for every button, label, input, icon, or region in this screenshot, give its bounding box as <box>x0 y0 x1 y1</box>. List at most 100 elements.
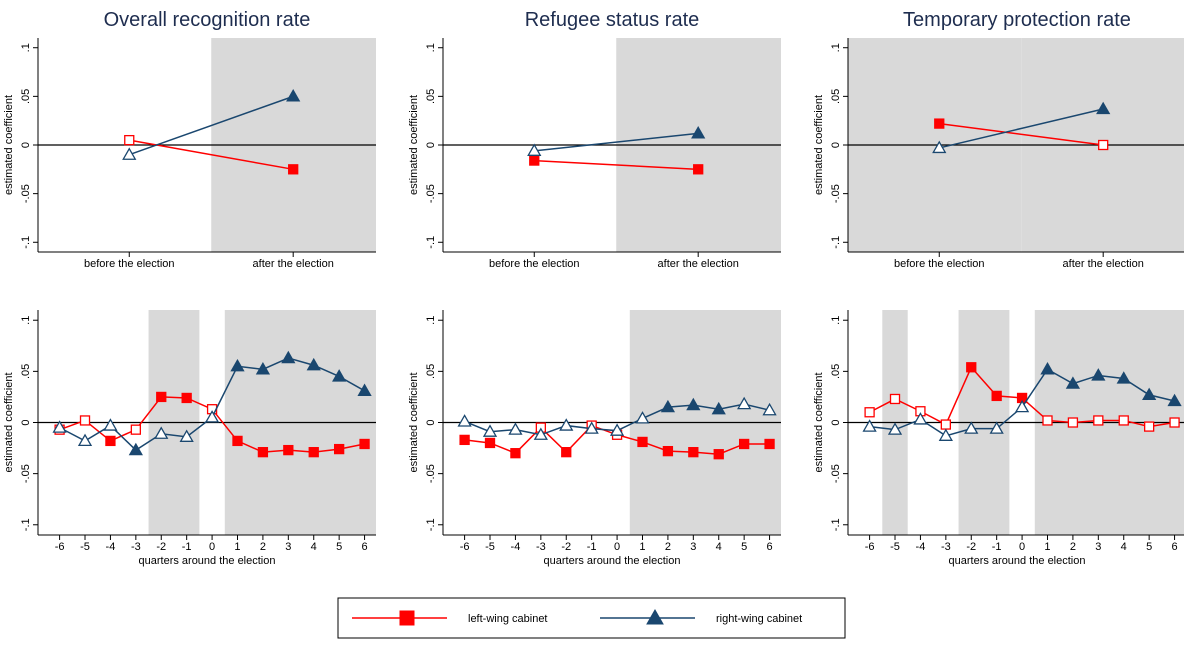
marker <box>737 396 752 410</box>
marker <box>561 447 572 458</box>
x-tick-label: 1 <box>1044 541 1050 553</box>
marker <box>179 429 194 442</box>
series-line <box>534 159 699 171</box>
legend-marker <box>646 608 664 625</box>
x-tick-label: 3 <box>1095 541 1101 553</box>
x-tick-label: 2 <box>1070 541 1076 553</box>
marker <box>635 411 650 424</box>
y-tick-label: .05 <box>830 89 842 104</box>
marker <box>510 448 521 459</box>
x-tick-label: -4 <box>106 541 116 553</box>
marker <box>308 447 319 458</box>
x-tick-label: before the election <box>489 258 580 270</box>
y-tick-label: -.05 <box>20 464 32 483</box>
y-tick-label: -.1 <box>20 236 32 249</box>
y-axis-label: estimated coefficient <box>408 95 420 195</box>
y-axis-label: estimated coefficient <box>3 372 15 472</box>
x-tick-label: 4 <box>1121 541 1127 553</box>
marker <box>660 399 676 413</box>
x-tick-label: 4 <box>311 541 317 553</box>
marker <box>79 415 91 426</box>
marker <box>103 418 118 431</box>
marker <box>688 447 699 458</box>
x-tick-label: -1 <box>992 541 1002 553</box>
marker <box>864 407 875 418</box>
x-axis-label: quarters around the election <box>949 555 1086 567</box>
marker <box>1169 417 1180 428</box>
x-tick-label: 0 <box>209 541 215 553</box>
y-tick-label: -.1 <box>830 236 842 249</box>
marker <box>204 410 220 423</box>
y-tick-label: .1 <box>830 43 842 52</box>
marker <box>1065 376 1081 389</box>
x-tick-label: -6 <box>55 541 65 553</box>
y-tick-label: -.05 <box>830 184 842 203</box>
chart-title: Refugee status rate <box>525 9 700 31</box>
x-tick-label: 3 <box>690 541 696 553</box>
marker <box>1167 393 1182 407</box>
marker <box>1042 415 1053 426</box>
marker <box>764 438 775 450</box>
marker <box>105 435 116 447</box>
legend-label: right-wing cabinet <box>716 613 802 625</box>
marker <box>609 423 625 436</box>
series-line <box>129 95 294 156</box>
marker <box>693 164 704 175</box>
x-tick-label: -1 <box>182 541 192 553</box>
marker <box>1142 387 1157 401</box>
marker <box>230 358 245 372</box>
x-tick-label: -6 <box>460 541 470 553</box>
x-axis-label: quarters around the election <box>544 555 681 567</box>
x-tick-label: -2 <box>561 541 571 553</box>
marker <box>359 438 370 450</box>
marker <box>122 147 137 160</box>
y-tick-label: 0 <box>830 419 842 425</box>
y-tick-label: -.1 <box>425 518 437 531</box>
marker <box>459 434 470 446</box>
y-tick-label: -.05 <box>425 464 437 483</box>
marker <box>940 419 951 430</box>
marker <box>662 445 674 457</box>
y-tick-label: .05 <box>20 89 32 104</box>
x-tick-label: 1 <box>639 541 645 553</box>
series-line <box>939 122 1104 146</box>
marker <box>257 447 269 458</box>
y-tick-label: .05 <box>425 364 437 379</box>
y-tick-label: .05 <box>20 364 32 379</box>
y-tick-label: 0 <box>20 419 32 425</box>
x-tick-label: 3 <box>285 541 291 553</box>
y-tick-label: -.05 <box>830 464 842 483</box>
marker <box>989 421 1004 434</box>
marker <box>991 390 1002 402</box>
marker <box>508 422 523 435</box>
marker <box>739 438 750 450</box>
marker <box>559 418 574 431</box>
x-tick-label: 1 <box>234 541 240 553</box>
marker <box>1014 399 1030 413</box>
x-tick-label: 5 <box>336 541 342 553</box>
marker <box>52 420 67 433</box>
y-tick-label: .05 <box>425 89 437 104</box>
y-tick-label: .1 <box>20 316 32 325</box>
x-tick-label: -1 <box>587 541 597 553</box>
x-tick-label: -2 <box>966 541 976 553</box>
chart-title: Overall recognition rate <box>104 9 311 31</box>
y-tick-label: .1 <box>830 316 842 325</box>
marker <box>181 392 192 404</box>
marker <box>932 140 947 154</box>
x-tick-label: -6 <box>865 541 875 553</box>
marker <box>938 428 953 441</box>
marker <box>584 421 599 434</box>
x-tick-label: before the election <box>894 258 985 270</box>
x-tick-label: -3 <box>131 541 141 553</box>
chart-title: Temporary protection rate <box>903 9 1131 31</box>
y-axis-label: estimated coefficient <box>813 372 825 472</box>
x-tick-label: 0 <box>614 541 620 553</box>
x-tick-label: -3 <box>941 541 951 553</box>
x-tick-label: 6 <box>767 541 773 553</box>
y-tick-label: .1 <box>425 316 437 325</box>
y-tick-label: -.1 <box>20 518 32 531</box>
x-tick-label: 6 <box>1172 541 1178 553</box>
y-tick-label: -.1 <box>830 518 842 531</box>
x-tick-label: -5 <box>890 541 900 553</box>
